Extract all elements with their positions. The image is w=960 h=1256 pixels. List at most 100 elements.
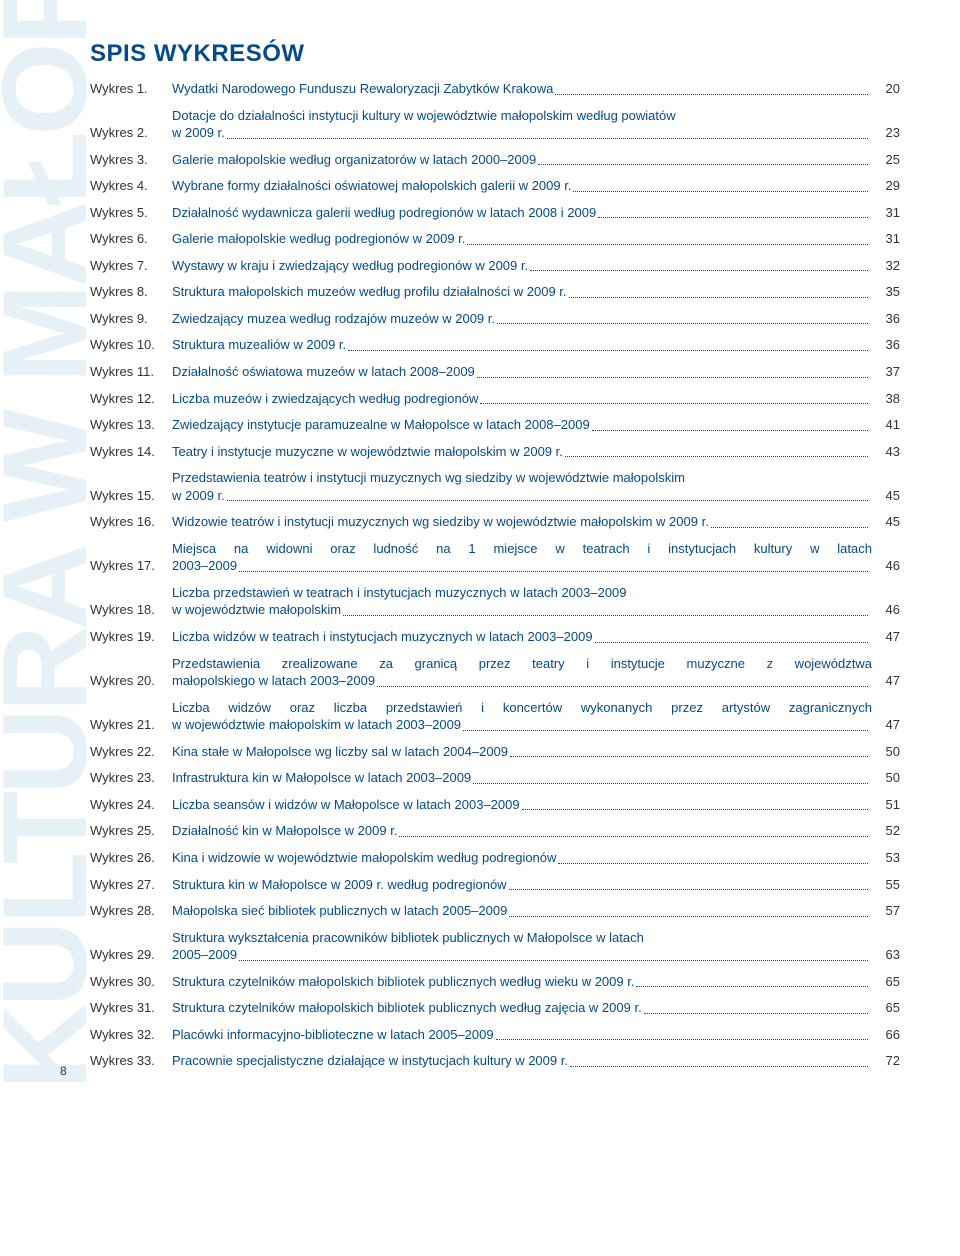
- toc-entry-desc: Infrastruktura kin w Małopolsce w latach…: [172, 769, 872, 787]
- toc-label-number: 26.: [137, 850, 155, 865]
- toc-entry-page: 38: [872, 390, 900, 408]
- toc-entry-page: 51: [872, 796, 900, 814]
- toc-desc-text: Wybrane formy działalności oświatowej ma…: [172, 177, 571, 195]
- toc-entry: Wykres 13.Zwiedzający instytucje paramuz…: [90, 416, 900, 434]
- toc-label-prefix: Wykres: [90, 673, 137, 688]
- toc-entry: Wykres 28.Małopolska sieć bibliotek publ…: [90, 902, 900, 920]
- toc-desc-text: Wystawy w kraju i zwiedzający według pod…: [172, 257, 528, 275]
- leader-dots: [377, 686, 868, 687]
- toc-entry: Wykres 10.Struktura muzealiów w 2009 r.3…: [90, 336, 900, 354]
- toc-entry-label: Wykres 18.: [90, 601, 172, 619]
- toc-entry-label: Wykres 23.: [90, 769, 172, 787]
- toc-label-number: 6.: [137, 231, 148, 246]
- toc-desc-line1: Liczba widzów oraz liczba przedstawień i…: [172, 699, 872, 717]
- toc-entry-label: Wykres 26.: [90, 849, 172, 867]
- toc-entry-page: 50: [872, 769, 900, 787]
- toc-label-prefix: Wykres: [90, 125, 137, 140]
- toc-desc-line2: w województwie małopolskim w latach 2003…: [172, 716, 461, 734]
- toc-entry-page: 20: [872, 80, 900, 98]
- toc-entry-label: Wykres 4.: [90, 177, 172, 195]
- toc-entry: Wykres 9.Zwiedzający muzea według rodzaj…: [90, 310, 900, 328]
- page-number: 8: [60, 1064, 67, 1078]
- toc-label-prefix: Wykres: [90, 258, 137, 273]
- toc-label-prefix: Wykres: [90, 391, 137, 406]
- leader-dots: [636, 986, 868, 987]
- toc-desc-text: Kina stałe w Małopolsce wg liczby sal w …: [172, 743, 508, 761]
- toc-label-number: 25.: [137, 823, 155, 838]
- toc-entry-page: 46: [872, 557, 900, 575]
- toc-label-number: 16.: [137, 514, 155, 529]
- toc-label-number: 15.: [137, 488, 155, 503]
- toc-entry-page: 31: [872, 230, 900, 248]
- toc-entry-page: 32: [872, 257, 900, 275]
- leader-dots: [530, 270, 868, 271]
- leader-dots: [467, 244, 868, 245]
- toc-entry-label: Wykres 3.: [90, 151, 172, 169]
- toc-label-prefix: Wykres: [90, 974, 137, 989]
- toc-label-prefix: Wykres: [90, 178, 137, 193]
- toc-desc-text: Liczba widzów w teatrach i instytucjach …: [172, 628, 593, 646]
- toc-entry-desc: Małopolska sieć bibliotek publicznych w …: [172, 902, 872, 920]
- toc-desc-text: Zwiedzający instytucje paramuzealne w Ma…: [172, 416, 590, 434]
- toc-entry-desc: Struktura muzealiów w 2009 r.: [172, 336, 872, 354]
- toc-label-number: 9.: [137, 311, 148, 326]
- toc-entry-page: 37: [872, 363, 900, 381]
- toc-label-prefix: Wykres: [90, 717, 137, 732]
- toc-desc-text: Widzowie teatrów i instytucji muzycznych…: [172, 513, 709, 531]
- toc-entry-desc: Miejsca na widowni oraz ludność na 1 mie…: [172, 540, 872, 575]
- toc-desc-line1: Przedstawienia zrealizowane za granicą p…: [172, 655, 872, 673]
- toc-entry-label: Wykres 2.: [90, 124, 172, 142]
- toc-label-prefix: Wykres: [90, 205, 137, 220]
- leader-dots: [348, 350, 868, 351]
- toc-label-prefix: Wykres: [90, 152, 137, 167]
- toc-desc-line2: w 2009 r.: [172, 487, 225, 505]
- toc-entry: Wykres 12.Liczba muzeów i zwiedzających …: [90, 390, 900, 408]
- toc-label-number: 31.: [137, 1000, 155, 1015]
- leader-dots: [522, 809, 868, 810]
- leader-dots: [477, 377, 868, 378]
- toc-entry-page: 66: [872, 1026, 900, 1044]
- toc-entry-label: Wykres 33.: [90, 1052, 172, 1070]
- toc-label-prefix: Wykres: [90, 337, 137, 352]
- toc-desc-text: Teatry i instytucje muzyczne w województ…: [172, 443, 563, 461]
- toc-entry-desc: Wybrane formy działalności oświatowej ma…: [172, 177, 872, 195]
- toc-desc-text: Zwiedzający muzea według rodzajów muzeów…: [172, 310, 495, 328]
- toc-entry-page: 35: [872, 283, 900, 301]
- toc-desc-text: Małopolska sieć bibliotek publicznych w …: [172, 902, 507, 920]
- leader-dots: [538, 164, 868, 165]
- toc-label-number: 7.: [137, 258, 148, 273]
- toc-entry: Wykres 21.Liczba widzów oraz liczba prze…: [90, 699, 900, 734]
- toc-entry: Wykres 8.Struktura małopolskich muzeów w…: [90, 283, 900, 301]
- toc-label-number: 28.: [137, 903, 155, 918]
- toc-label-prefix: Wykres: [90, 284, 137, 299]
- toc-entry-label: Wykres 5.: [90, 204, 172, 222]
- toc-entry-desc: Liczba widzów oraz liczba przedstawień i…: [172, 699, 872, 734]
- toc-label-prefix: Wykres: [90, 231, 137, 246]
- toc-entry-desc: Liczba seansów i widzów w Małopolsce w l…: [172, 796, 872, 814]
- toc-entry-page: 47: [872, 672, 900, 690]
- toc-desc-text: Działalność oświatowa muzeów w latach 20…: [172, 363, 475, 381]
- toc-entry-label: Wykres 32.: [90, 1026, 172, 1044]
- leader-dots: [598, 217, 868, 218]
- toc-entry-page: 46: [872, 601, 900, 619]
- toc-entry: Wykres 19.Liczba widzów w teatrach i ins…: [90, 628, 900, 646]
- toc-entry-label: Wykres 17.: [90, 557, 172, 575]
- toc-desc-text: Placówki informacyjno-biblioteczne w lat…: [172, 1026, 494, 1044]
- toc-label-prefix: Wykres: [90, 488, 137, 503]
- toc-entry-desc: Liczba przedstawień w teatrach i instytu…: [172, 584, 872, 619]
- toc-desc-line1: Liczba przedstawień w teatrach i instytu…: [172, 584, 872, 602]
- toc-entry-label: Wykres 7.: [90, 257, 172, 275]
- toc-entry: Wykres 4.Wybrane formy działalności oświ…: [90, 177, 900, 195]
- toc-label-prefix: Wykres: [90, 417, 137, 432]
- toc-desc-line1: Przedstawienia teatrów i instytucji muzy…: [172, 469, 872, 487]
- leader-dots: [497, 323, 868, 324]
- toc-desc-line2: 2003–2009: [172, 557, 237, 575]
- toc-desc-text: Galerie małopolskie według podregionów w…: [172, 230, 465, 248]
- toc-entry-page: 65: [872, 973, 900, 991]
- leader-dots: [595, 642, 868, 643]
- leader-dots: [463, 730, 868, 731]
- leader-dots: [569, 297, 868, 298]
- toc-label-number: 8.: [137, 284, 148, 299]
- toc-entry-page: 23: [872, 124, 900, 142]
- toc-entry-label: Wykres 27.: [90, 876, 172, 894]
